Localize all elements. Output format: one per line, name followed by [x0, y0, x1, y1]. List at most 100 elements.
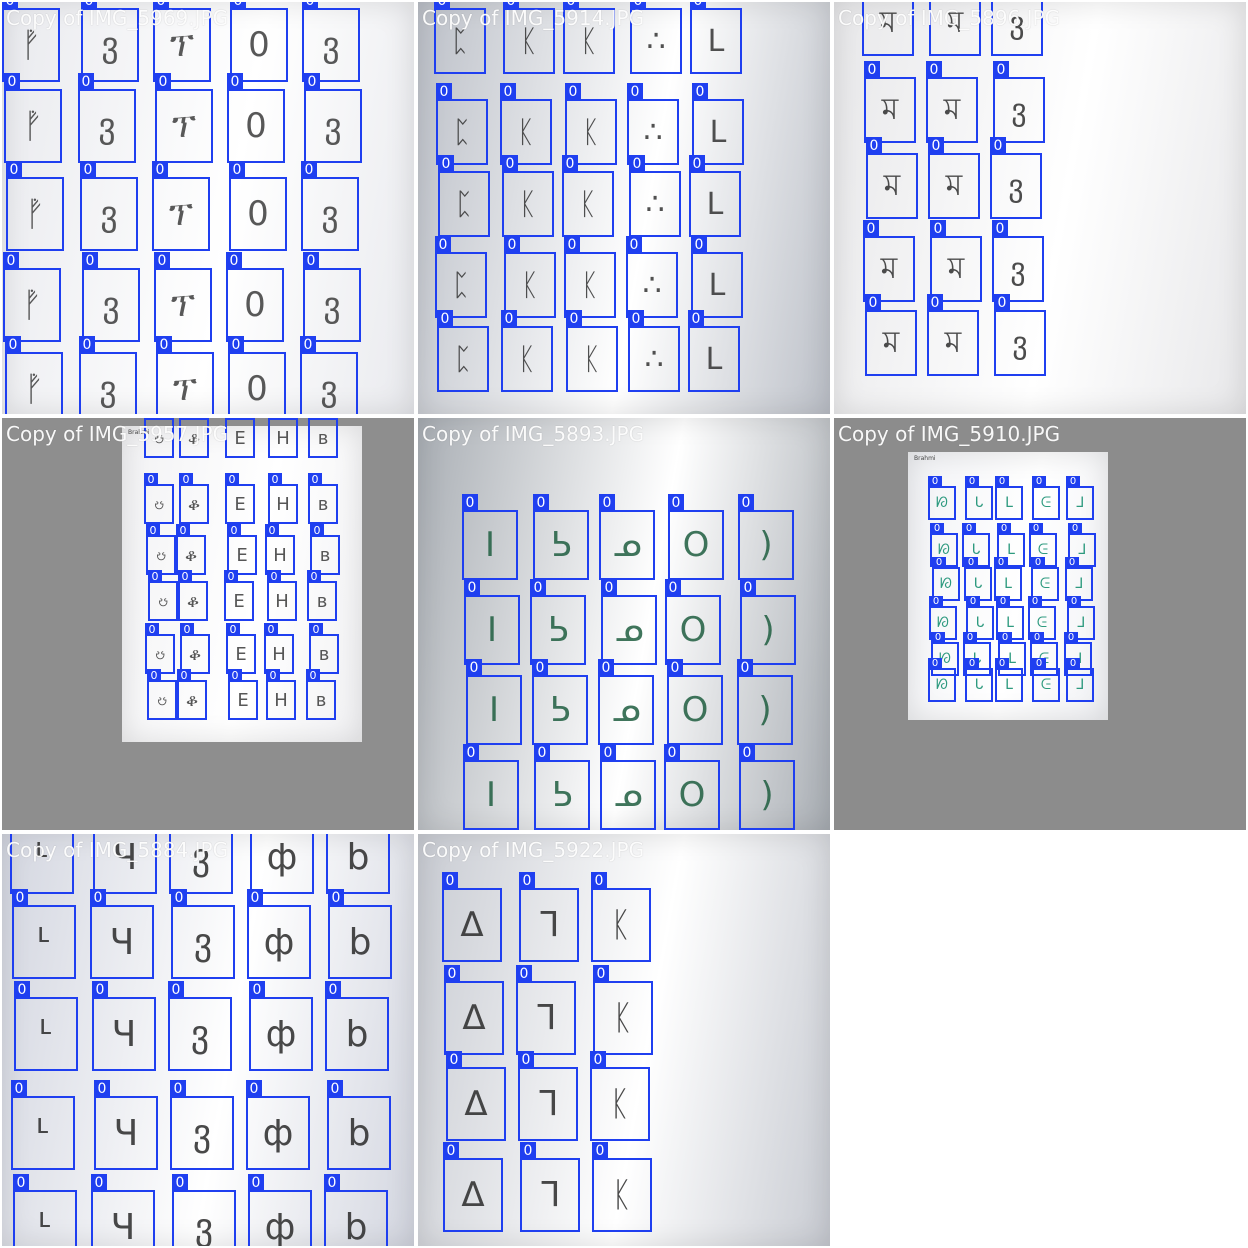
sheet-header: Brahmi: [914, 455, 936, 462]
handwritten-glyph: ᓄ: [611, 690, 641, 730]
class-label: 0: [928, 658, 942, 670]
handwritten-glyph: ∴: [644, 341, 664, 377]
class-label: 0: [306, 669, 320, 682]
class-label: 0: [562, 155, 578, 173]
class-label: 0: [325, 981, 341, 999]
handwritten-glyph: ): [761, 610, 775, 650]
class-label: 0: [2, 2, 18, 10]
handwritten-glyph: ᒐ: [974, 495, 984, 511]
handwritten-glyph: ম: [944, 324, 962, 360]
class-label: 0: [667, 659, 683, 677]
handwritten-glyph: ᒐ: [971, 542, 981, 558]
class-label: 0: [964, 557, 978, 569]
class-label: 0: [1028, 596, 1042, 608]
detection-box: ვ0: [991, 2, 1043, 56]
class-label: 0: [930, 220, 946, 238]
class-label: 0: [994, 294, 1010, 312]
class-label: 0: [534, 744, 550, 762]
handwritten-glyph: ᚡ: [22, 106, 44, 146]
handwritten-glyph: ∴: [646, 23, 666, 59]
handwritten-glyph: ፕ: [170, 25, 194, 65]
class-label: 0: [566, 310, 582, 328]
class-label: 0: [6, 161, 22, 179]
handwritten-glyph: L: [707, 23, 725, 59]
handwritten-glyph: ᚡ: [21, 285, 43, 325]
handwritten-glyph: ვ: [1011, 92, 1027, 128]
class-label: 0: [1064, 632, 1078, 644]
handwritten-glyph: E: [234, 427, 246, 449]
handwritten-glyph: ᛕ: [517, 114, 535, 150]
handwritten-glyph: ၓ: [154, 642, 166, 664]
class-label: 0: [12, 889, 28, 907]
class-label: 0: [1067, 596, 1081, 608]
image-tile: Brahmi Copy of IMG_5910.JPG ᘗ 0 ᒐ 0 ᒪ 0 ᕮ 0 ᒧ 0 ᘗ 0 ᒐ 0…: [834, 418, 1246, 830]
handwritten-glyph: H: [272, 643, 286, 665]
class-label: 0: [226, 623, 240, 636]
handwritten-glyph: ቆ: [187, 427, 201, 449]
class-label: 0: [434, 2, 450, 10]
class-label: 0: [13, 1174, 29, 1192]
class-label: 0: [563, 2, 579, 10]
handwritten-glyph: ፕ: [172, 106, 196, 146]
class-label: 0: [248, 1174, 264, 1192]
handwritten-glyph: ᚡ: [20, 25, 42, 65]
handwritten-glyph: ᒣ: [535, 998, 557, 1038]
handwritten-glyph: E: [237, 689, 249, 711]
class-label: 0: [501, 310, 517, 328]
class-label: 0: [990, 137, 1006, 155]
class-label: 0: [462, 494, 478, 512]
handwritten-glyph: ვ: [193, 921, 213, 963]
class-label: 0: [14, 981, 30, 999]
class-label: 0: [144, 473, 158, 486]
handwritten-glyph: ᒪ: [1008, 651, 1016, 667]
class-label: 0: [463, 744, 479, 762]
class-label: 0: [171, 889, 187, 907]
paper-sheet: [418, 834, 830, 1246]
handwritten-glyph: Ч: [113, 1112, 139, 1154]
handwritten-glyph: 0: [248, 25, 270, 65]
class-label: 0: [249, 981, 265, 999]
class-label: 0: [264, 623, 278, 636]
class-label: 0: [446, 1051, 462, 1069]
paper-sheet: [122, 426, 362, 742]
handwritten-glyph: ვ: [1010, 251, 1026, 287]
class-label: 0: [78, 73, 94, 91]
class-label: 0: [168, 981, 184, 999]
handwritten-glyph: ቆ: [186, 590, 200, 612]
class-label: 0: [1032, 658, 1046, 670]
class-label: 0: [308, 473, 322, 486]
class-label: 0: [600, 744, 616, 762]
class-label: 0: [309, 623, 323, 636]
detection-box: ʙ0: [308, 418, 338, 458]
class-label: 0: [177, 669, 191, 682]
handwritten-glyph: E: [236, 544, 248, 566]
handwritten-glyph: ᛈ: [454, 341, 472, 377]
class-label: 0: [80, 161, 96, 179]
handwritten-glyph: I: [488, 690, 500, 730]
handwritten-glyph: ᒪ: [1006, 615, 1014, 631]
handwritten-glyph: ʙ: [317, 493, 329, 515]
handwritten-glyph: ვ: [98, 106, 116, 146]
class-label: 0: [229, 161, 245, 179]
handwritten-glyph: ᛕ: [611, 1175, 633, 1215]
handwritten-glyph: ᛕ: [521, 267, 539, 303]
handwritten-glyph: ᒧ: [1076, 615, 1086, 631]
detection-box: ∴0: [629, 155, 681, 237]
